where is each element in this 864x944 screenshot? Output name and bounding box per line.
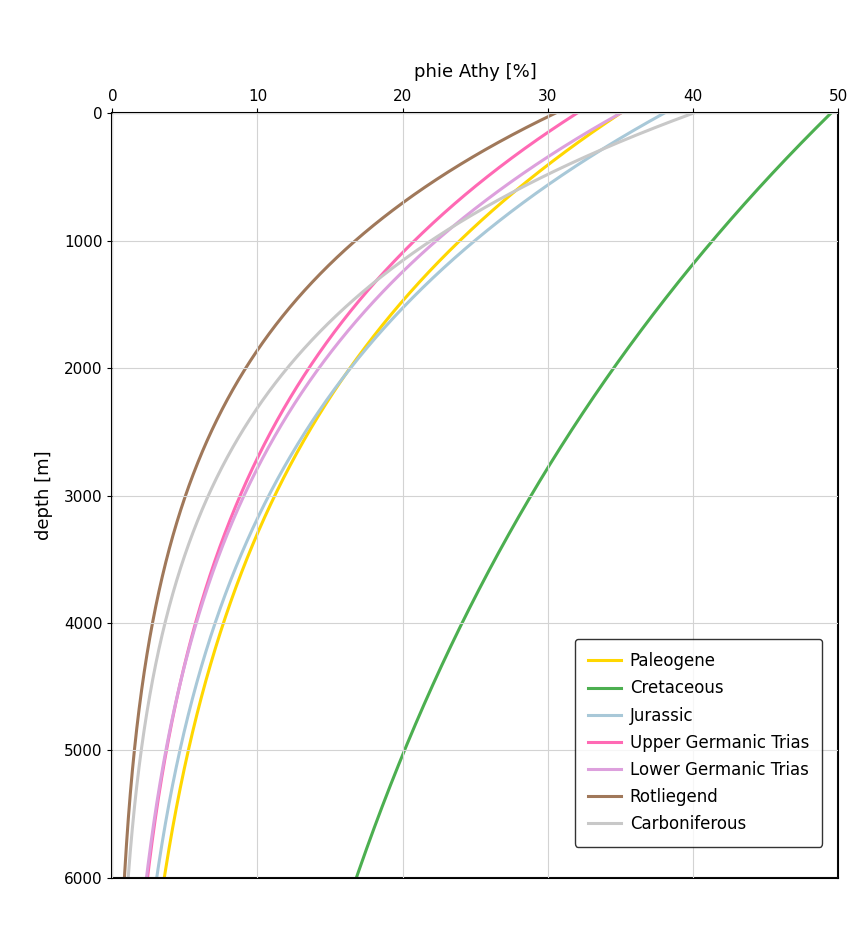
Lower Germanic Trias: [244, 480, 254, 491]
Lower Germanic Trias: [615, 108, 626, 119]
Cretaceous: [787, 146, 797, 158]
Carboniferous: [208, 480, 219, 491]
Rotliegend: [119, 872, 130, 884]
Jurassic: [183, 710, 194, 721]
Line: Rotliegend: Rotliegend: [124, 113, 555, 878]
Carboniferous: [124, 850, 135, 861]
Cretaceous: [414, 710, 424, 721]
Jurassic: [269, 480, 279, 491]
Cretaceous: [826, 108, 836, 119]
Jurassic: [592, 146, 602, 158]
Rotliegend: [475, 146, 486, 158]
Carboniferous: [141, 710, 151, 721]
Line: Lower Germanic Trias: Lower Germanic Trias: [147, 113, 620, 878]
Carboniferous: [124, 850, 135, 861]
Upper Germanic Trias: [239, 480, 250, 491]
Rotliegend: [184, 480, 194, 491]
Line: Carboniferous: Carboniferous: [128, 113, 693, 878]
Rotliegend: [121, 850, 131, 861]
Carboniferous: [123, 872, 133, 884]
Jurassic: [280, 459, 290, 470]
Rotliegend: [133, 710, 143, 721]
Upper Germanic Trias: [168, 710, 179, 721]
Jurassic: [155, 850, 165, 861]
Upper Germanic Trias: [145, 850, 156, 861]
Line: Paleogene: Paleogene: [164, 113, 620, 878]
X-axis label: phie Athy [%]: phie Athy [%]: [414, 63, 537, 81]
Upper Germanic Trias: [572, 108, 582, 119]
Cretaceous: [351, 872, 361, 884]
Paleogene: [159, 872, 169, 884]
Paleogene: [285, 459, 295, 470]
Rotliegend: [121, 850, 131, 861]
Upper Germanic Trias: [143, 872, 153, 884]
Lower Germanic Trias: [254, 459, 264, 470]
Lower Germanic Trias: [144, 850, 155, 861]
Y-axis label: depth [m]: depth [m]: [35, 451, 53, 540]
Jurassic: [151, 872, 162, 884]
Cretaceous: [532, 480, 543, 491]
Line: Cretaceous: Cretaceous: [356, 113, 831, 878]
Lower Germanic Trias: [142, 872, 152, 884]
Paleogene: [192, 710, 202, 721]
Paleogene: [559, 146, 569, 158]
Line: Upper Germanic Trias: Upper Germanic Trias: [148, 113, 577, 878]
Lower Germanic Trias: [550, 146, 560, 158]
Cretaceous: [359, 850, 370, 861]
Paleogene: [162, 850, 173, 861]
Carboniferous: [688, 108, 698, 119]
Legend: Paleogene, Cretaceous, Jurassic, Upper Germanic Trias, Lower Germanic Trias, Rot: Paleogene, Cretaceous, Jurassic, Upper G…: [575, 639, 823, 847]
Carboniferous: [218, 459, 228, 470]
Rotliegend: [192, 459, 202, 470]
Cretaceous: [359, 850, 369, 861]
Rotliegend: [550, 108, 560, 119]
Lower Germanic Trias: [144, 850, 155, 861]
Upper Germanic Trias: [249, 459, 259, 470]
Upper Germanic Trias: [514, 146, 524, 158]
Lower Germanic Trias: [168, 710, 178, 721]
Paleogene: [162, 850, 173, 861]
Cretaceous: [544, 459, 555, 470]
Paleogene: [615, 108, 626, 119]
Line: Jurassic: Jurassic: [156, 113, 664, 878]
Jurassic: [155, 850, 165, 861]
Jurassic: [658, 108, 669, 119]
Carboniferous: [590, 146, 600, 158]
Upper Germanic Trias: [145, 850, 156, 861]
Paleogene: [275, 480, 285, 491]
